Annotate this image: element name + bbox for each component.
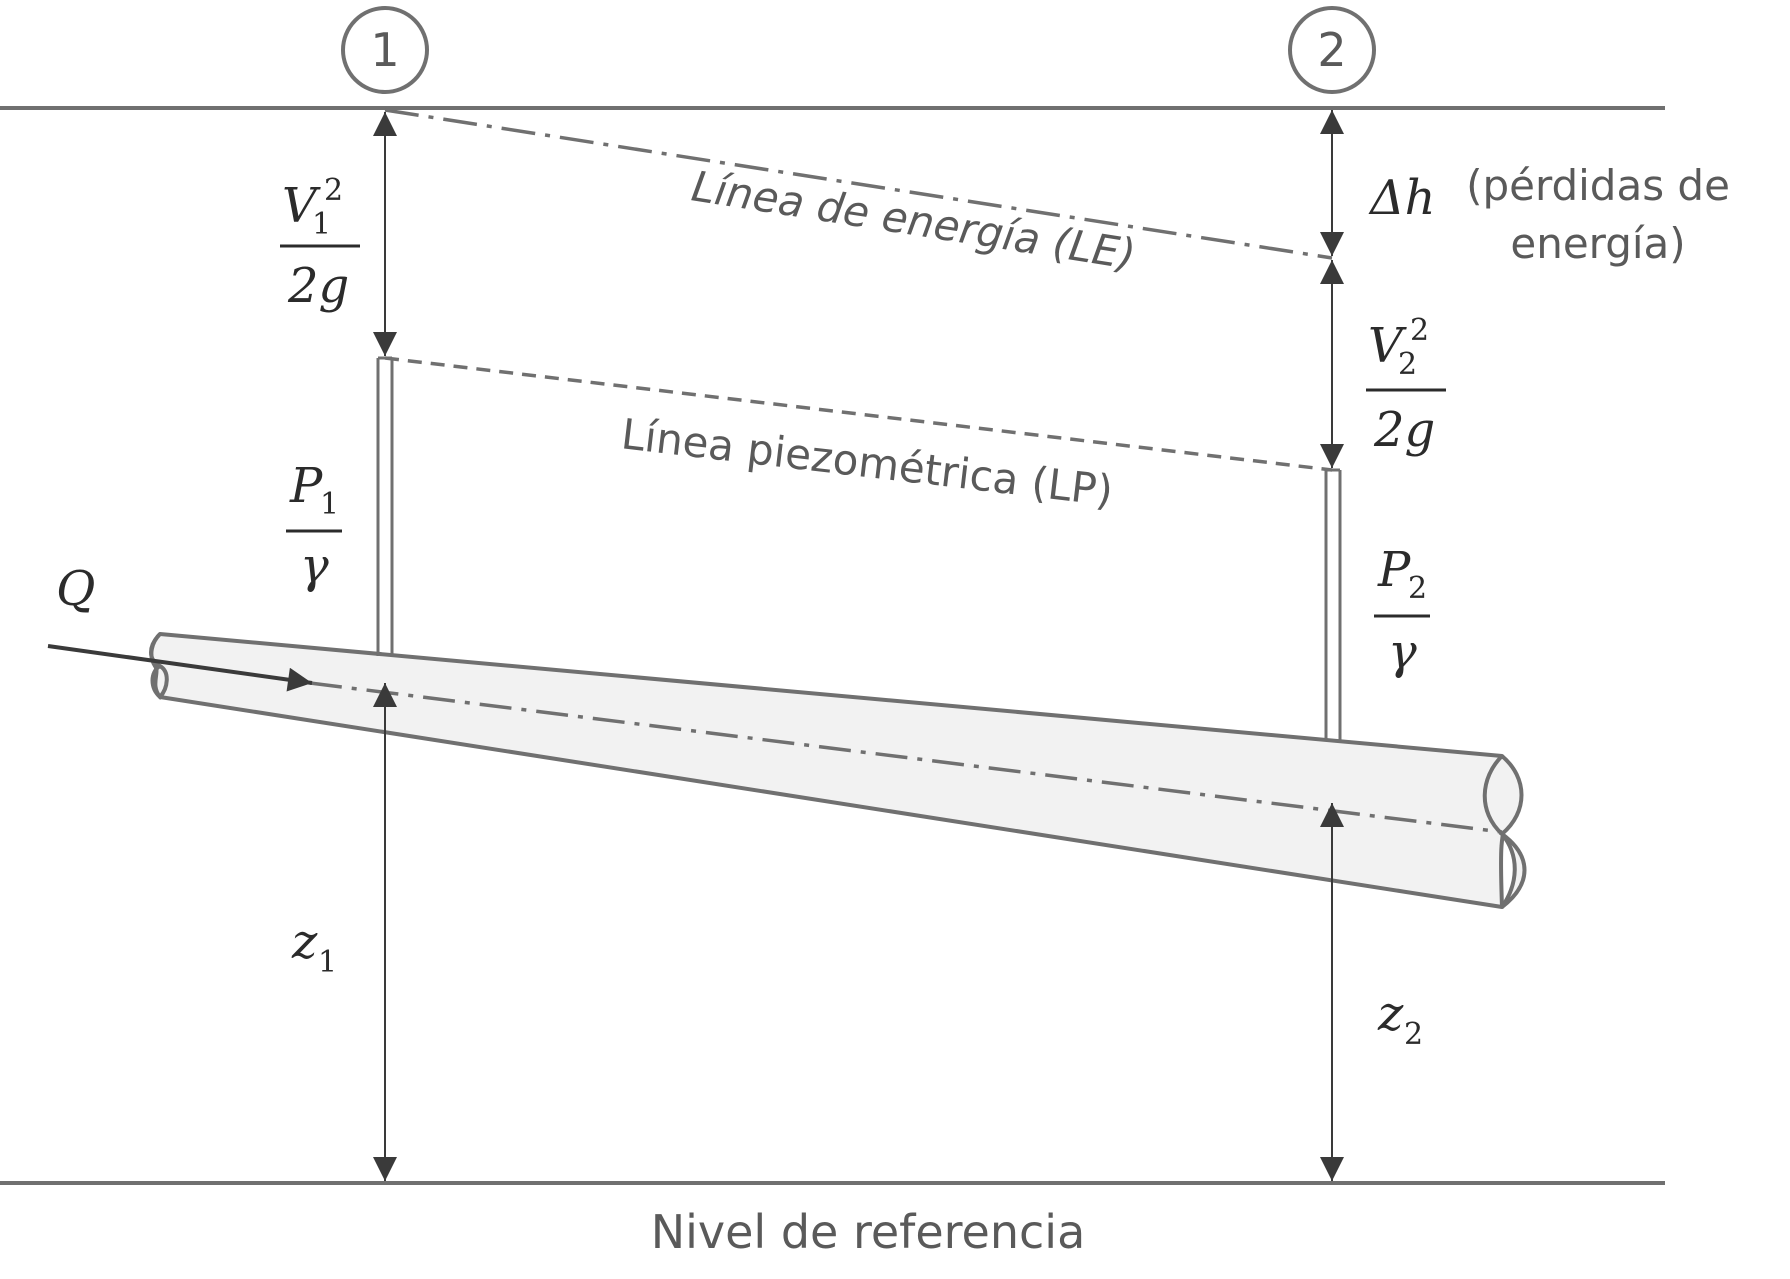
svg-text:2: 2 [1404, 1017, 1423, 1052]
svg-text:2: 2 [1410, 313, 1429, 348]
reference-label: Nivel de referencia [651, 1205, 1086, 1259]
energy-line [384, 108, 1333, 260]
piezometric-line-label: Línea piezométrica (LP) [619, 409, 1116, 515]
pipe-left-end [149, 632, 169, 700]
head-loss: Δh (pérdidas de energía) [1368, 161, 1730, 268]
svg-text:(pérdidas de: (pérdidas de [1466, 161, 1730, 210]
svg-text:1: 1 [320, 487, 339, 522]
velocity-head-2: V 2 2 2g [1366, 313, 1446, 458]
pipe [149, 632, 1522, 909]
svg-text:γ: γ [300, 538, 329, 594]
pipe-centerline [309, 681, 1503, 834]
section-marker-1: 1 [341, 6, 429, 94]
svg-text:Δh: Δh [1368, 170, 1436, 226]
pressure-head-1: P 1 γ [286, 458, 342, 594]
piezometric-line [384, 356, 1333, 472]
svg-text:V: V [282, 178, 321, 234]
svg-text:2: 2 [1317, 23, 1346, 77]
svg-text:P: P [1377, 542, 1411, 598]
pressure-head-2: P 2 γ [1374, 542, 1430, 680]
flow-arrow [47, 644, 313, 692]
velocity-head-1: V 1 2 2g [280, 173, 360, 314]
pipe-right-end [1482, 754, 1527, 909]
svg-text:γ: γ [1388, 624, 1417, 680]
svg-text:z: z [1377, 986, 1404, 1042]
svg-text:energía): energía) [1510, 219, 1685, 268]
section-marker-2: 2 [1288, 6, 1376, 94]
svg-text:2g: 2g [287, 258, 349, 314]
svg-text:2: 2 [324, 173, 343, 208]
piezometer-tube-2 [1324, 468, 1342, 741]
piezometer-tube-1 [376, 356, 394, 656]
svg-text:z: z [291, 914, 318, 970]
energy-line-label: Línea de energía (LE) [688, 161, 1138, 279]
elevation-2: z 2 [1377, 986, 1423, 1052]
svg-text:P: P [289, 458, 323, 514]
svg-text:2: 2 [1398, 347, 1417, 382]
svg-text:V: V [1368, 318, 1407, 374]
flow-label: Q [56, 561, 95, 617]
svg-text:2g: 2g [1373, 402, 1435, 458]
svg-text:1: 1 [312, 207, 331, 242]
elevation-1: z 1 [291, 914, 337, 980]
svg-text:1: 1 [370, 23, 399, 77]
svg-text:1: 1 [318, 945, 337, 980]
svg-text:2: 2 [1408, 571, 1427, 606]
